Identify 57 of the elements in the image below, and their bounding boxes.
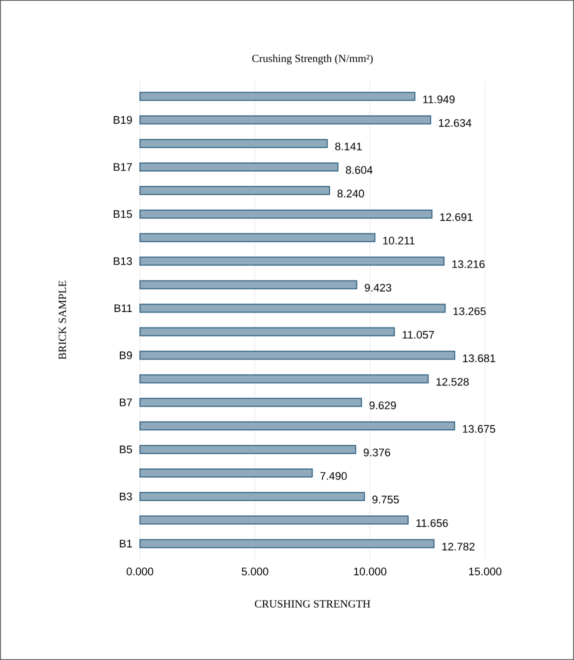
bar (139, 115, 432, 124)
bar (139, 350, 456, 360)
bar (139, 468, 313, 478)
data-label: 13.265 (454, 307, 486, 316)
data-label: 13.675 (462, 425, 496, 433)
data-label: 9.755 (372, 496, 399, 504)
y-tick-label: B13 (114, 257, 132, 266)
bar (139, 327, 395, 336)
data-label: 8.141 (335, 142, 362, 150)
data-label: 13.681 (463, 354, 496, 362)
data-label: 8.240 (338, 190, 364, 198)
bar (139, 444, 356, 454)
x-axis-title: CRUSHING STRENGTH (254, 600, 370, 608)
y-tick-label: B5 (120, 446, 132, 454)
y-tick-label: B19 (114, 116, 132, 124)
y-axis-title: BRICK SAMPLE (58, 280, 66, 360)
data-label: 12.691 (440, 213, 472, 221)
bar (139, 233, 376, 242)
x-tick-label: 15.000 (469, 568, 502, 576)
data-label: 8.604 (346, 166, 373, 174)
bar (139, 539, 435, 548)
bar (139, 421, 456, 430)
y-tick-label: B7 (120, 398, 132, 406)
bar (139, 162, 338, 172)
data-label: 11.949 (423, 96, 455, 104)
data-label: 12.634 (438, 119, 472, 127)
bar (139, 280, 358, 290)
y-tick-label: B3 (120, 492, 132, 500)
data-label: 11.656 (416, 519, 448, 527)
y-tick-label: B11 (114, 304, 132, 312)
x-tick-label: 5.000 (242, 568, 268, 576)
bar (139, 92, 416, 101)
x-tick-label: 10.000 (354, 568, 386, 576)
data-label: 11.057 (402, 330, 434, 339)
bar (139, 256, 445, 266)
data-label: 12.782 (442, 542, 475, 550)
y-tick-label: B17 (114, 163, 132, 171)
bar (139, 304, 446, 313)
data-label: 7.490 (320, 472, 347, 480)
data-label: 10.211 (383, 236, 415, 244)
x-tick-label: 0.000 (126, 568, 154, 576)
y-tick-label: B15 (114, 210, 132, 218)
data-label: 13.216 (452, 260, 485, 268)
bar (139, 374, 429, 384)
bar (139, 210, 432, 219)
data-label: 9.376 (364, 448, 390, 456)
bar (139, 138, 328, 148)
bar (139, 492, 365, 502)
data-label: 9.629 (370, 402, 396, 410)
data-label: 9.423 (364, 284, 392, 292)
data-label: 12.528 (436, 378, 469, 386)
y-tick-label: B9 (120, 351, 132, 360)
bar (139, 186, 330, 196)
bar (139, 398, 362, 407)
bar (139, 516, 409, 525)
chart-title: Crushing Strength (N/mm²) (252, 54, 373, 64)
y-tick-label: B1 (120, 540, 132, 548)
